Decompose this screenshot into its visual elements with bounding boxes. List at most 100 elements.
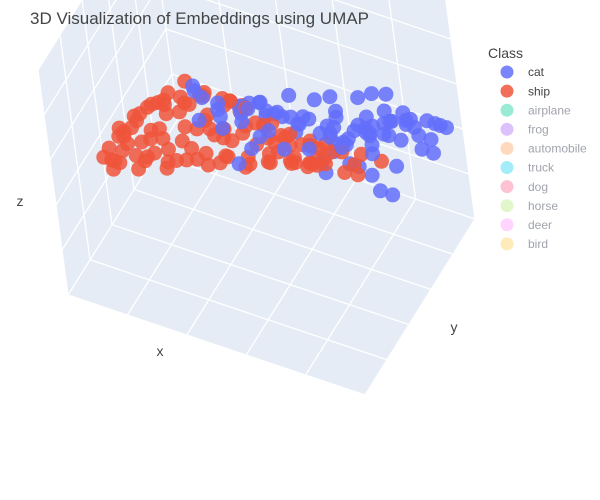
x-axis-label: x xyxy=(157,343,164,359)
grid-line xyxy=(186,158,298,336)
grid-line xyxy=(59,34,91,260)
data-point-cat xyxy=(306,92,322,108)
data-point-cat xyxy=(261,123,277,139)
data-point-ship xyxy=(260,154,276,170)
legend-item-horse[interactable]: horse xyxy=(500,199,559,213)
grid-line xyxy=(305,198,417,376)
data-point-cat xyxy=(231,156,247,172)
legend-item-airplane[interactable]: airplane xyxy=(500,103,572,117)
legend-marker-icon xyxy=(500,122,514,136)
grid-line xyxy=(111,223,410,326)
3d-scene[interactable] xyxy=(37,0,476,396)
data-point-cat xyxy=(252,94,268,110)
data-point-cat xyxy=(402,111,418,127)
data-point-cat xyxy=(191,112,207,128)
data-point-ship xyxy=(151,121,167,137)
data-point-ship xyxy=(174,133,190,149)
data-point-cat xyxy=(358,109,374,125)
data-point-cat xyxy=(276,141,292,157)
data-point-cat xyxy=(426,145,441,161)
data-point-cat xyxy=(385,187,401,203)
legend-item-dog[interactable]: dog xyxy=(500,180,549,194)
data-point-cat xyxy=(194,90,210,106)
data-point-ship xyxy=(222,93,238,109)
data-point-ship xyxy=(218,148,234,164)
legend-label: airplane xyxy=(528,103,571,117)
data-point-cat xyxy=(389,158,405,174)
chart-title: 3D Visualization of Embeddings using UMA… xyxy=(30,9,369,28)
data-point-ship xyxy=(305,156,321,172)
data-point-cat xyxy=(381,128,397,144)
data-point-cat xyxy=(212,109,228,125)
data-point-cat xyxy=(393,132,409,148)
data-point-ship xyxy=(200,157,216,173)
data-point-ship xyxy=(346,157,362,173)
legend-label: deer xyxy=(528,218,552,232)
legend-marker-icon xyxy=(500,103,514,117)
legend-item-bird[interactable]: bird xyxy=(500,237,549,251)
data-point-ship xyxy=(134,134,150,150)
grid-line xyxy=(134,0,157,155)
grid-line xyxy=(49,0,151,161)
legend: Class cat ship airplane frog automobile truck… xyxy=(488,45,587,251)
data-point-cat xyxy=(378,86,394,102)
scatter-points xyxy=(96,73,454,203)
z-axis-label: z xyxy=(17,193,24,209)
data-point-cat xyxy=(419,113,435,129)
data-point-cat xyxy=(362,125,377,141)
data-point-cat xyxy=(384,113,400,129)
data-point-ship xyxy=(158,106,174,122)
legend-label: frog xyxy=(528,123,549,137)
data-point-cat xyxy=(301,141,317,157)
data-point-ship xyxy=(282,126,298,142)
data-point-cat xyxy=(373,183,388,199)
legend-marker-icon xyxy=(500,161,514,174)
data-point-ship xyxy=(131,161,147,177)
grid-line xyxy=(333,0,452,40)
legend-item-automobile[interactable]: automobile xyxy=(500,142,588,156)
data-point-ship xyxy=(160,85,176,101)
data-point-cat xyxy=(340,131,356,147)
data-point-cat xyxy=(234,114,250,130)
legend-label: automobile xyxy=(528,142,587,156)
legend-marker-icon xyxy=(500,84,514,98)
data-point-cat xyxy=(312,125,328,141)
data-point-cat xyxy=(240,101,256,117)
grid-line xyxy=(43,0,117,116)
legend-item-cat[interactable]: cat xyxy=(500,65,545,79)
legend-marker-icon xyxy=(500,237,514,251)
data-point-ship xyxy=(198,145,214,161)
data-point-ship xyxy=(235,125,251,141)
data-point-cat xyxy=(244,141,260,157)
data-point-ship xyxy=(169,153,184,168)
data-point-ship xyxy=(318,156,333,172)
data-point-cat xyxy=(328,109,344,125)
legend-item-ship[interactable]: ship xyxy=(500,84,551,98)
data-point-cat xyxy=(414,141,430,157)
grid-line xyxy=(89,259,388,361)
grid-line xyxy=(133,188,432,291)
data-point-cat xyxy=(439,120,454,136)
legend-item-deer[interactable]: deer xyxy=(500,218,553,232)
grid-line xyxy=(205,0,458,85)
y-axis-label: y xyxy=(451,319,458,335)
legend-label: dog xyxy=(528,180,548,194)
data-point-ship xyxy=(177,95,192,111)
legend-marker-icon xyxy=(500,65,514,79)
data-point-ship xyxy=(104,152,120,168)
legend-item-frog[interactable]: frog xyxy=(500,122,549,137)
data-point-ship xyxy=(101,140,117,156)
legend-label: horse xyxy=(528,199,558,213)
legend-label: cat xyxy=(528,65,545,79)
data-point-cat xyxy=(364,86,379,102)
grid-line xyxy=(55,28,167,206)
data-point-ship xyxy=(177,119,193,135)
legend-label: ship xyxy=(528,84,550,98)
data-point-cat xyxy=(423,132,439,148)
data-point-cat xyxy=(215,120,231,136)
legend-item-truck[interactable]: truck xyxy=(500,161,556,175)
data-point-ship xyxy=(286,149,302,165)
data-point-cat xyxy=(185,78,201,94)
legend-marker-icon xyxy=(500,218,514,232)
